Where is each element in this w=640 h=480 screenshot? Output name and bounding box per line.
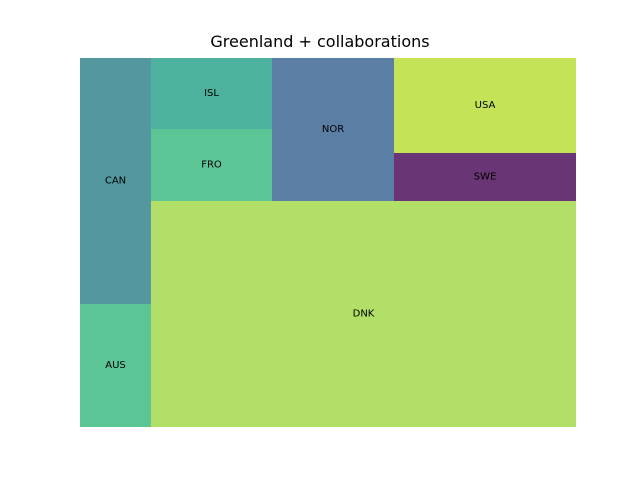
treemap-label-dnk: DNK [353, 309, 375, 320]
treemap-label-nor: NOR [322, 124, 344, 135]
treemap-label-aus: AUS [105, 360, 126, 371]
treemap-cell-usa [394, 58, 576, 153]
treemap-cell-can [80, 58, 151, 304]
treemap-cell-dnk [151, 201, 576, 427]
treemap-cell-fro [151, 129, 272, 201]
treemap-cell-isl [151, 58, 272, 129]
treemap-cell-swe [394, 153, 576, 201]
treemap-label-usa: USA [475, 100, 496, 111]
treemap-label-swe: SWE [474, 172, 497, 183]
treemap-label-fro: FRO [201, 160, 222, 171]
chart-title: Greenland + collaborations [210, 32, 430, 51]
treemap-cell-nor [272, 58, 394, 201]
treemap-label-isl: ISL [204, 88, 219, 99]
treemap-cell-aus [80, 304, 151, 427]
treemap-label-can: CAN [105, 176, 126, 187]
